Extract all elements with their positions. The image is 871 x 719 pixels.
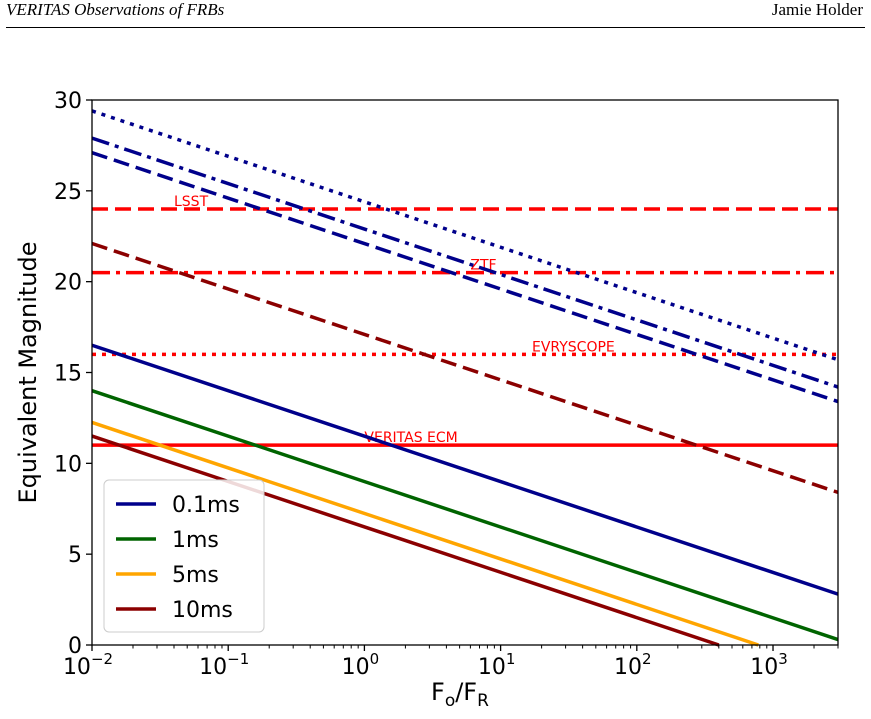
y-tick-label: 20 <box>54 271 82 296</box>
x-tick-label: 101 <box>478 650 516 680</box>
y-axis-label: Equivalent Magnitude <box>14 241 42 503</box>
running-header-title: VERITAS Observations of FRBs <box>6 0 225 19</box>
running-header-author: Jamie Holder <box>771 0 863 19</box>
legend-label: 1ms <box>172 528 219 553</box>
y-tick-label: 30 <box>54 89 82 114</box>
header-rule <box>6 27 865 28</box>
y-tick-label: 10 <box>54 452 82 477</box>
x-axis-label: Fo/FR <box>431 678 489 711</box>
series-line-dashed-7 <box>91 241 839 495</box>
series-line-1ms <box>91 389 839 642</box>
axes: 0 5 10 15 20 25 30 10−2 10−1 100 101 102 103 <box>54 89 839 680</box>
legend-box <box>103 479 265 633</box>
x-tick-label: 10−2 <box>63 650 113 680</box>
reference-label-veritas-ecm: VERITAS ECM <box>364 430 457 446</box>
legend: 0.1ms 1ms 5ms 10ms <box>103 479 265 633</box>
reference-label-evryscope: EVRYSCOPE <box>532 339 615 355</box>
series-lines <box>91 109 839 647</box>
series-line-dashed-6 <box>91 151 839 404</box>
series-line-10ms <box>91 434 720 647</box>
y-tick-label: 15 <box>54 362 82 387</box>
series-line-dotted-4 <box>91 109 839 362</box>
series-line-5ms <box>91 420 759 647</box>
series-line-0-1ms <box>91 343 839 596</box>
legend-label: 10ms <box>172 598 233 623</box>
reference-label-lsst: LSST <box>174 194 209 210</box>
x-tick-label: 103 <box>750 650 788 680</box>
y-tick-label: 0 <box>68 634 82 659</box>
series-line-dashdot-5 <box>91 136 839 389</box>
x-tick-label: 100 <box>342 650 380 680</box>
y-tick-label: 5 <box>68 543 82 568</box>
x-tick-label: 102 <box>614 650 652 680</box>
legend-label: 5ms <box>172 563 219 588</box>
y-tick-label: 25 <box>54 180 82 205</box>
legend-label: 0.1ms <box>172 493 240 518</box>
x-tick-label: 10−1 <box>199 650 249 680</box>
